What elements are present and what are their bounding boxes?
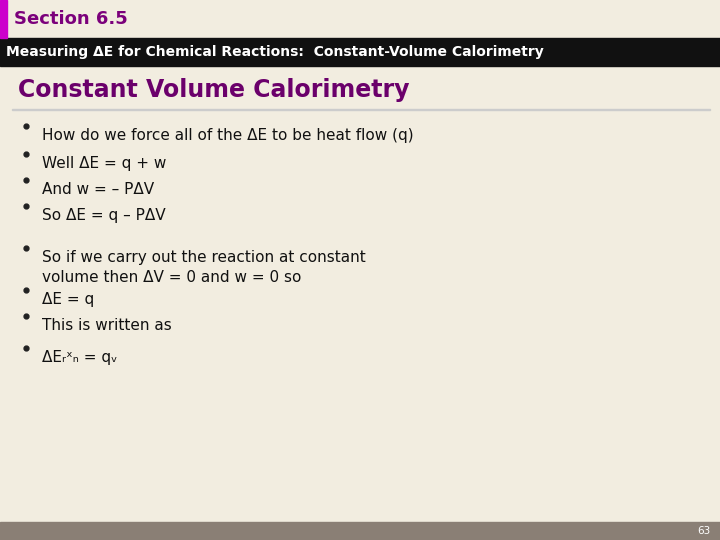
Text: So ΔE = q – PΔV: So ΔE = q – PΔV	[42, 208, 166, 223]
Bar	[0, 0, 7, 38]
Text: Well ΔE = q + w: Well ΔE = q + w	[42, 156, 166, 171]
Bar	[0, 522, 720, 540]
Text: And w = – PΔV: And w = – PΔV	[42, 182, 154, 197]
Text: Measuring ΔE for Chemical Reactions:  Constant-Volume Calorimetry: Measuring ΔE for Chemical Reactions: Con…	[6, 45, 544, 59]
Text: This is written as: This is written as	[42, 318, 172, 333]
Bar	[0, 38, 720, 66]
Bar	[12, 109, 710, 110]
Text: Constant Volume Calorimetry: Constant Volume Calorimetry	[18, 78, 410, 102]
Text: Section 6.5: Section 6.5	[14, 10, 127, 28]
Text: ΔEᵣˣₙ = qᵥ: ΔEᵣˣₙ = qᵥ	[42, 350, 117, 365]
Text: How do we force all of the ΔE to be heat flow (q): How do we force all of the ΔE to be heat…	[42, 128, 413, 143]
Text: ΔE = q: ΔE = q	[42, 292, 94, 307]
Text: So if we carry out the reaction at constant
volume then ΔV = 0 and w = 0 so: So if we carry out the reaction at const…	[42, 250, 366, 285]
Text: 63: 63	[697, 526, 710, 536]
